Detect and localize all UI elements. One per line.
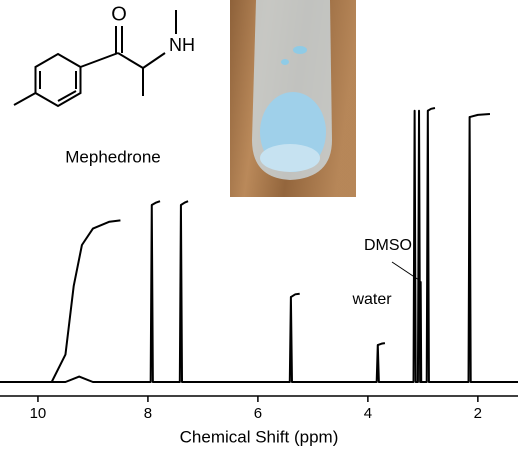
powder-speck <box>281 59 289 65</box>
x-axis-title: Chemical Shift (ppm) <box>180 427 339 446</box>
x-tick-label: 2 <box>474 405 482 422</box>
annotation: DMSO <box>364 237 412 254</box>
bond <box>142 52 166 69</box>
powder-speck <box>293 46 307 54</box>
bond <box>13 92 36 106</box>
x-tick-label: 6 <box>254 405 262 422</box>
bond <box>57 90 77 102</box>
atom-label: NH <box>169 35 195 55</box>
spectrum-line <box>50 107 491 383</box>
molecule-structure: O NH Mephedrone <box>13 3 195 166</box>
benzene-ring <box>34 52 82 108</box>
bond <box>117 52 144 69</box>
x-tick-label: 10 <box>30 405 47 422</box>
atom-label: O <box>111 3 127 25</box>
annotation: water <box>351 291 392 308</box>
structure-label: Mephedrone <box>65 147 160 166</box>
bond <box>80 52 119 68</box>
x-tick-label: 4 <box>364 405 372 422</box>
sample-photo <box>230 0 356 197</box>
x-tick-label: 8 <box>144 405 152 422</box>
powder-light <box>260 144 320 172</box>
